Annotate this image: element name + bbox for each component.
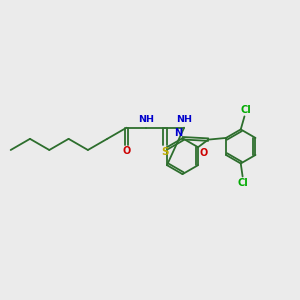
Text: Cl: Cl (238, 178, 249, 188)
Text: Cl: Cl (241, 105, 251, 115)
Text: NH: NH (138, 115, 154, 124)
Text: N: N (174, 128, 182, 138)
Text: O: O (199, 148, 207, 158)
Text: S: S (161, 146, 169, 157)
Text: NH: NH (176, 115, 192, 124)
Text: O: O (122, 146, 130, 156)
